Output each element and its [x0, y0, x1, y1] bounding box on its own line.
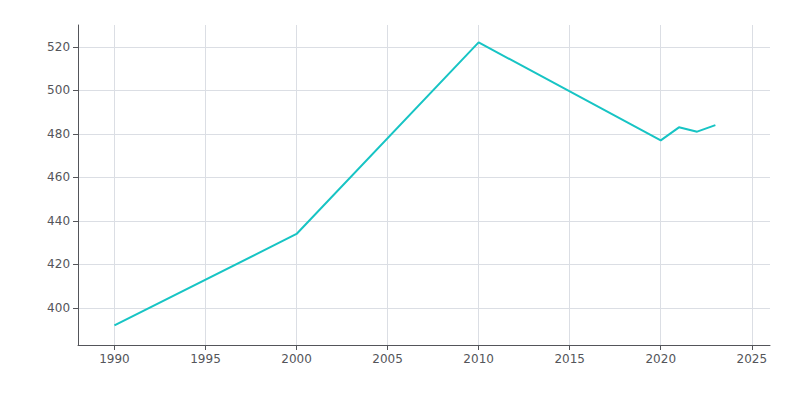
svg-text:460: 460 — [47, 170, 70, 184]
svg-text:1990: 1990 — [99, 352, 130, 366]
svg-text:480: 480 — [47, 127, 70, 141]
svg-text:2020: 2020 — [645, 352, 676, 366]
svg-text:520: 520 — [47, 40, 70, 54]
svg-text:440: 440 — [47, 214, 70, 228]
svg-text:2005: 2005 — [372, 352, 403, 366]
svg-text:1995: 1995 — [190, 352, 221, 366]
svg-text:2000: 2000 — [281, 352, 312, 366]
svg-text:400: 400 — [47, 301, 70, 315]
svg-text:2015: 2015 — [554, 352, 585, 366]
svg-text:2025: 2025 — [737, 352, 768, 366]
svg-text:500: 500 — [47, 83, 70, 97]
svg-text:2010: 2010 — [463, 352, 494, 366]
svg-text:420: 420 — [47, 257, 70, 271]
